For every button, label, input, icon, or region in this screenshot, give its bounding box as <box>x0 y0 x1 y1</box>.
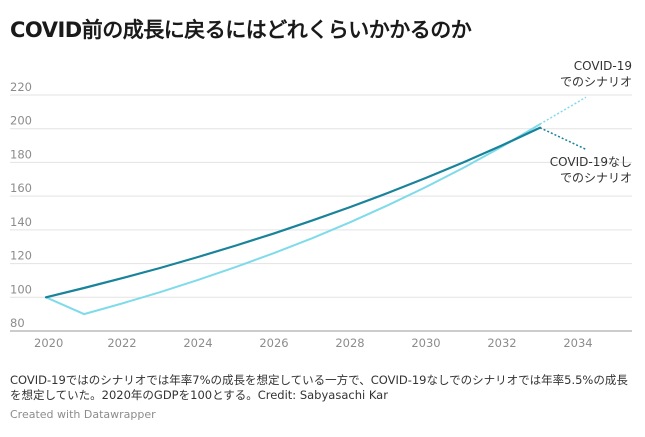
projection-line-0 <box>539 96 587 125</box>
series-label-1-1: でのシナリオ <box>560 171 632 185</box>
grid-lines <box>10 94 632 332</box>
y-tick-label-200: 200 <box>10 114 32 128</box>
x-tick-label-2034: 2034 <box>563 336 592 350</box>
x-tick-label-2020: 2020 <box>34 336 63 350</box>
series-line-0 <box>45 123 541 316</box>
x-tick-label-2026: 2026 <box>259 336 288 350</box>
series-label-1-0: COVID-19なし <box>550 155 632 169</box>
credit-line: Created with Datawrapper <box>10 408 156 421</box>
series-label-0-0: COVID-19 <box>574 59 632 73</box>
y-axis-ticks: 80 100 120 140 160 180 200 220 <box>10 80 32 330</box>
x-tick-label-2032: 2032 <box>487 336 516 350</box>
y-tick-label-100: 100 <box>10 282 32 296</box>
x-tick-label-2024: 2024 <box>183 336 212 350</box>
x-axis-ticks: 2020 2022 2024 2026 2028 2030 2032 2034 <box>34 336 593 350</box>
series-label-0-1: でのシナリオ <box>560 75 632 89</box>
x-tick-label-2022: 2022 <box>107 336 136 350</box>
chart-note: COVID-19ではのシナリオでは年率7%の成長を想定している一方で、COVID… <box>10 373 628 402</box>
y-tick-label-220: 220 <box>10 80 32 94</box>
y-tick-label-160: 160 <box>10 181 32 195</box>
series-lines <box>44 96 587 316</box>
series-line-1 <box>44 126 542 299</box>
x-tick-label-2030: 2030 <box>411 336 440 350</box>
projection-line-1 <box>539 127 587 151</box>
y-tick-label-180: 180 <box>10 147 32 161</box>
y-tick-label-140: 140 <box>10 215 32 229</box>
x-tick-label-2028: 2028 <box>335 336 364 350</box>
chart-title: COVID前の成長に戻るにはどれくらいかかるのか <box>10 18 472 42</box>
y-tick-label-120: 120 <box>10 249 32 263</box>
y-tick-label-80: 80 <box>10 316 25 330</box>
line-chart: 80 100 120 140 160 180 200 220 2020 2022 2024 2026… <box>10 59 632 350</box>
